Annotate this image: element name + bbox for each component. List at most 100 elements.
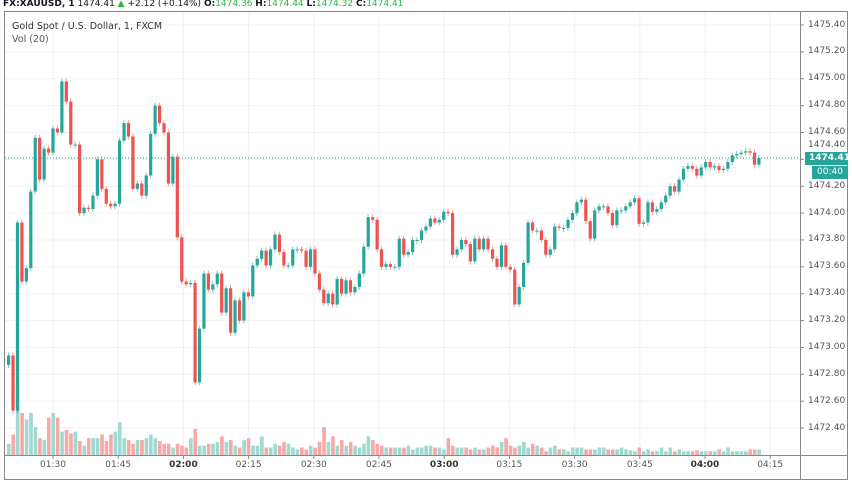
volume-bar [415, 447, 420, 455]
candle [184, 281, 188, 285]
high-value: 1474.44 [266, 0, 304, 9]
volume-bar [442, 449, 446, 455]
volume-bar [695, 450, 699, 455]
volume-bar [459, 447, 464, 455]
candle [122, 123, 126, 141]
x-tick-label: 04:15 [757, 460, 784, 470]
volume-bar [677, 449, 682, 455]
volume-bar [633, 451, 637, 455]
candle [468, 243, 472, 262]
symbol[interactable]: FX:XAUUSD, 1 [3, 0, 75, 9]
volume-bar [628, 450, 633, 455]
volume-bar [726, 447, 730, 455]
volume-bar [335, 445, 340, 455]
volume-bar [242, 440, 246, 455]
series-title[interactable]: Gold Spot / U.S. Dollar, 1, FXCM [12, 21, 163, 32]
volume-bar [157, 441, 162, 455]
y-tick-label: 1474.80 [808, 100, 846, 111]
volume-bar [55, 417, 60, 455]
volume-bar [104, 441, 109, 455]
volume-bar [699, 451, 704, 455]
volume-bar [193, 428, 198, 455]
volume-bar [388, 447, 393, 455]
candle [690, 166, 694, 169]
volume-bar [451, 445, 455, 455]
volume-bar [42, 440, 47, 455]
volume-bar [109, 434, 113, 455]
volume-bar [455, 447, 460, 455]
candle [251, 265, 255, 297]
volume-bar [237, 447, 242, 455]
volume-bar [482, 449, 486, 455]
volume-bar [575, 447, 579, 455]
up-arrow-icon: ▲ [117, 0, 125, 9]
x-tick-label: 03:30 [561, 460, 588, 470]
candle [78, 144, 82, 214]
y-tick-label: 1474.40 [808, 140, 846, 150]
volume-bar [744, 451, 748, 455]
last-price: 1474.41 [77, 0, 115, 9]
candle [291, 249, 295, 266]
x-tick-label: 04:00 [690, 460, 720, 470]
candle [437, 219, 441, 223]
high-label: H: [255, 0, 267, 9]
volume-bar [433, 447, 437, 455]
volume-bar [384, 447, 388, 455]
candle [530, 222, 535, 231]
candle [362, 246, 366, 274]
candle [610, 213, 615, 226]
volume-bar [704, 451, 708, 455]
x-tick-label: 02:00 [169, 460, 198, 470]
candle [211, 284, 215, 290]
volume-bar [113, 431, 118, 455]
volume-bar [353, 445, 357, 455]
candle [229, 288, 233, 333]
volume-bar [95, 438, 100, 455]
candle [539, 230, 543, 240]
volume-bar [428, 445, 433, 455]
volume-bar [641, 451, 646, 455]
volume-bar [82, 445, 87, 455]
candle [357, 273, 361, 287]
candle [322, 289, 326, 304]
volume-bar [473, 447, 477, 455]
candle [313, 249, 317, 274]
candle [442, 211, 446, 220]
volume-bar [522, 441, 526, 455]
candle [717, 166, 721, 171]
candle [20, 222, 24, 282]
volume-bar [544, 451, 548, 455]
candle [304, 250, 308, 267]
y-tick-label: 1475.20 [808, 46, 846, 57]
volume-indicator-label[interactable]: Vol (20) [12, 34, 49, 45]
candle [375, 219, 379, 250]
volume-bar [273, 443, 277, 455]
volume-bar [508, 445, 513, 455]
candle [664, 195, 668, 203]
candle [486, 238, 490, 250]
candle [393, 266, 397, 268]
candle [757, 158, 761, 165]
candle [548, 249, 552, 255]
candle [535, 230, 539, 232]
candle [224, 288, 228, 313]
volume-bar [135, 440, 140, 455]
x-tick-label: 01:45 [105, 460, 132, 470]
volume-bar [379, 445, 384, 455]
candle [451, 213, 455, 255]
candle [340, 278, 344, 294]
candle [522, 262, 526, 287]
volume-bar [326, 441, 331, 455]
candle [570, 213, 575, 220]
candle [402, 238, 406, 255]
candle [499, 245, 504, 267]
candle [109, 203, 113, 207]
candle [38, 137, 42, 180]
candle [131, 136, 135, 189]
volume-bar [357, 447, 362, 455]
volume-bar [131, 443, 135, 455]
volume-bar [646, 449, 650, 455]
candle [126, 123, 131, 137]
candle [64, 81, 68, 102]
